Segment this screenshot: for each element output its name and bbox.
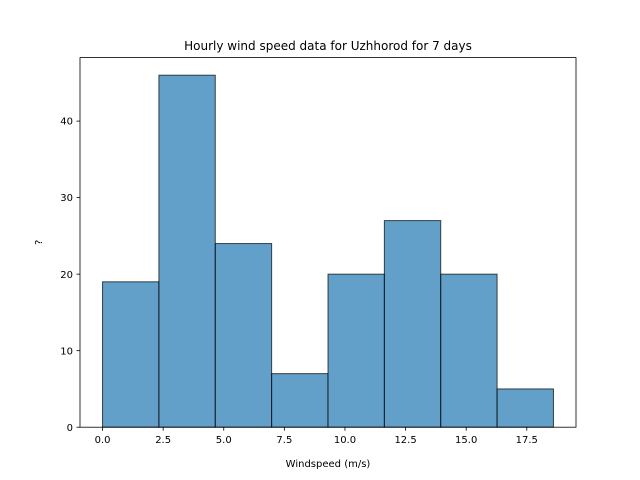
y-tick-label: 10 xyxy=(60,346,73,357)
x-tick-label: 17.5 xyxy=(516,435,538,446)
x-tick-label: 10.0 xyxy=(334,435,356,446)
x-axis-label: Windspeed (m/s) xyxy=(286,459,371,470)
histogram-bar xyxy=(440,273,498,428)
y-tick-label: 0 xyxy=(67,423,73,434)
histogram-bar xyxy=(496,388,554,428)
y-axis: 0 10 20 30 40 xyxy=(60,117,80,434)
histogram-bar xyxy=(214,243,273,428)
x-tick-label: 0.0 xyxy=(95,435,111,446)
histogram-bar xyxy=(102,281,160,428)
y-axis-label: ? xyxy=(34,240,45,245)
x-axis: 0.0 2.5 5.0 7.5 10.0 12.5 15.0 17.5 xyxy=(95,427,538,446)
y-tick-label: 40 xyxy=(60,117,73,128)
x-tick-label: 15.0 xyxy=(455,435,477,446)
y-tick-label: 30 xyxy=(60,193,73,204)
x-tick-label: 2.5 xyxy=(155,435,171,446)
histogram-bar xyxy=(271,373,329,428)
x-tick-label: 7.5 xyxy=(276,435,292,446)
histogram-bar xyxy=(327,273,385,428)
y-tick-label: 20 xyxy=(60,270,73,281)
histogram-bar xyxy=(158,74,216,428)
chart-title: Hourly wind speed data for Uzhhorod for … xyxy=(184,39,472,53)
bars-group xyxy=(102,74,554,428)
x-tick-label: 12.5 xyxy=(394,435,416,446)
histogram-bar xyxy=(383,220,442,428)
plot-frame xyxy=(79,57,577,428)
x-tick-label: 5.0 xyxy=(216,435,232,446)
